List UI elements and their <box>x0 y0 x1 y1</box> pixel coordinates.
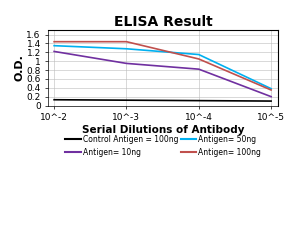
Control Antigen = 100ng <box>269 100 273 102</box>
Antigen= 100ng <box>124 40 128 43</box>
Antigen= 100ng <box>52 40 56 43</box>
Legend: Control Antigen = 100ng, Antigen= 10ng, Antigen= 50ng, Antigen= 100ng: Control Antigen = 100ng, Antigen= 10ng, … <box>62 132 264 160</box>
Antigen= 100ng <box>269 88 273 92</box>
Line: Antigen= 100ng: Antigen= 100ng <box>54 42 271 90</box>
Y-axis label: O.D.: O.D. <box>15 54 25 81</box>
Antigen= 100ng <box>197 58 201 60</box>
Antigen= 50ng <box>124 47 128 50</box>
Antigen= 10ng <box>52 50 56 53</box>
Line: Antigen= 50ng: Antigen= 50ng <box>54 46 271 89</box>
Control Antigen = 100ng <box>124 99 128 102</box>
Antigen= 10ng <box>124 62 128 65</box>
Control Antigen = 100ng <box>197 99 201 102</box>
Control Antigen = 100ng <box>52 98 56 101</box>
Antigen= 50ng <box>269 87 273 90</box>
Antigen= 50ng <box>52 44 56 47</box>
Antigen= 10ng <box>197 68 201 71</box>
Antigen= 50ng <box>197 53 201 56</box>
Title: ELISA Result: ELISA Result <box>114 15 213 29</box>
Antigen= 10ng <box>269 95 273 98</box>
Line: Control Antigen = 100ng: Control Antigen = 100ng <box>54 100 271 101</box>
Line: Antigen= 10ng: Antigen= 10ng <box>54 52 271 97</box>
X-axis label: Serial Dilutions of Antibody: Serial Dilutions of Antibody <box>82 125 244 135</box>
